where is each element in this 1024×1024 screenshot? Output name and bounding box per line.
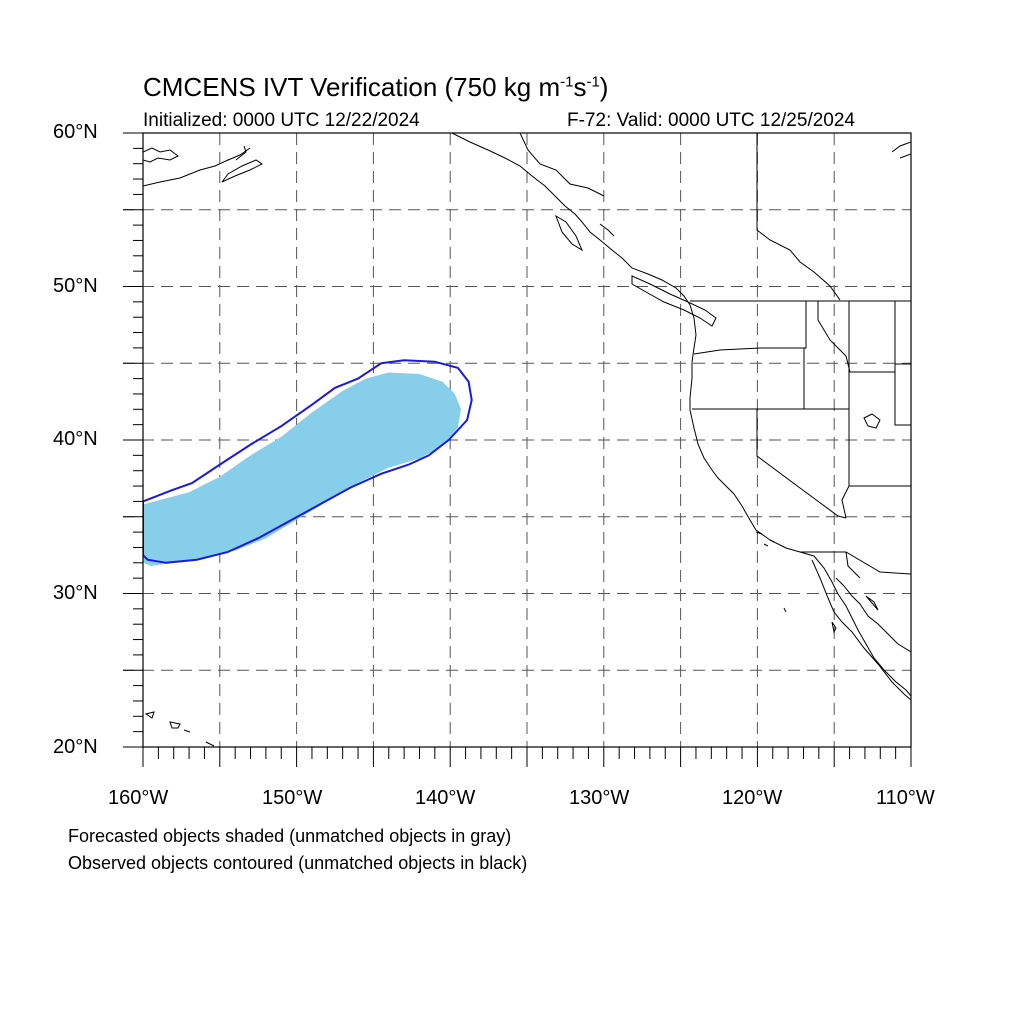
title-close-paren: ) [599,72,609,102]
lon-label-160w: 160°W [108,787,169,809]
coastlines [143,133,911,747]
lat-label-30n: 30°N [53,582,98,604]
lat-label-50n: 50°N [53,275,98,297]
lat-label-40n: 40°N [53,428,98,450]
lon-label-130w: 130°W [569,787,630,809]
forecast-ivt-object [143,372,461,566]
lon-label-140w: 140°W [415,787,476,809]
map-gridlines [123,133,911,747]
initialized-time: Initialized: 0000 UTC 12/22/2024 [143,110,420,131]
lon-label-110w: 110°W [876,787,935,809]
title-unit-s: s [573,72,587,102]
forecast-legend-note: Forecasted objects shaded (unmatched obj… [68,826,512,846]
title-text: CMCENS IVT Verification (750 kg m [143,72,561,102]
lon-label-120w: 120°W [722,787,783,809]
observed-legend-note: Observed objects contoured (unmatched ob… [68,853,528,873]
title-exponent-1: -1 [560,73,574,91]
axis-ticks [123,132,912,767]
lat-label-60n: 60°N [53,121,98,143]
map-title: CMCENS IVT Verification (750 kg m-1s-1) [143,72,608,103]
title-exponent-2: -1 [586,73,600,91]
lon-label-150w: 150°W [262,787,323,809]
observed-ivt-contour [143,359,473,564]
valid-time: F-72: Valid: 0000 UTC 12/25/2024 [567,110,855,131]
political-borders [690,133,911,579]
lat-label-20n: 20°N [53,736,98,758]
